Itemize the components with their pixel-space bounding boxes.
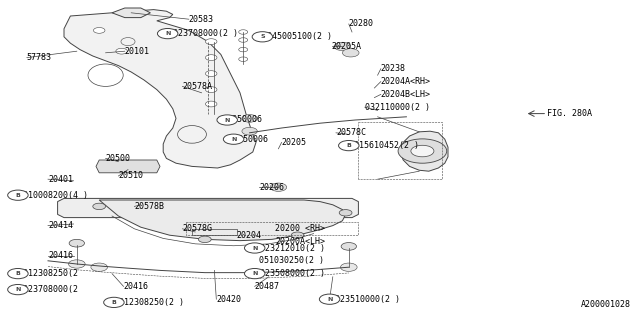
Circle shape: [339, 140, 359, 151]
Text: N350006: N350006: [227, 116, 262, 124]
Circle shape: [244, 268, 265, 279]
Text: 032110000(2 ): 032110000(2 ): [365, 103, 430, 112]
Circle shape: [319, 294, 340, 304]
Circle shape: [242, 115, 257, 122]
Circle shape: [116, 48, 127, 54]
Polygon shape: [58, 198, 358, 218]
Text: 20200 <RH>: 20200 <RH>: [275, 224, 325, 233]
Circle shape: [8, 268, 28, 279]
Text: 20204A<RH>: 20204A<RH>: [381, 77, 431, 86]
Text: 20578A: 20578A: [182, 82, 212, 91]
Circle shape: [93, 28, 105, 33]
Text: 20416: 20416: [48, 252, 73, 260]
Circle shape: [69, 239, 84, 247]
Text: A200001028: A200001028: [580, 300, 630, 309]
Circle shape: [93, 203, 106, 210]
Text: 20578C: 20578C: [336, 128, 366, 137]
Circle shape: [91, 263, 108, 271]
Circle shape: [342, 49, 359, 57]
Text: 20420: 20420: [216, 295, 241, 304]
Text: 20101: 20101: [125, 47, 150, 56]
Text: B012308250(2 ): B012308250(2 ): [114, 298, 184, 307]
Circle shape: [205, 39, 217, 44]
Circle shape: [398, 139, 447, 163]
Text: 20204: 20204: [237, 231, 262, 240]
Circle shape: [239, 38, 248, 42]
Text: 20205A: 20205A: [332, 42, 362, 51]
Circle shape: [252, 32, 273, 42]
Text: 20578B: 20578B: [134, 202, 164, 211]
Circle shape: [198, 236, 211, 243]
Text: B: B: [346, 143, 351, 148]
Circle shape: [104, 297, 124, 308]
Text: N: N: [327, 297, 332, 302]
Circle shape: [205, 71, 217, 76]
Polygon shape: [400, 131, 448, 171]
Circle shape: [8, 284, 28, 295]
Circle shape: [270, 183, 287, 191]
Text: 20510: 20510: [118, 172, 143, 180]
Circle shape: [411, 145, 434, 157]
Text: 20487: 20487: [255, 282, 280, 291]
Circle shape: [239, 47, 248, 52]
Circle shape: [217, 115, 237, 125]
Polygon shape: [99, 200, 346, 241]
Circle shape: [244, 243, 265, 253]
Circle shape: [334, 42, 351, 51]
Circle shape: [205, 55, 217, 60]
Text: 20401: 20401: [48, 175, 73, 184]
Text: 20583: 20583: [189, 15, 214, 24]
Text: 20204B<LH>: 20204B<LH>: [381, 90, 431, 99]
Circle shape: [341, 243, 356, 250]
Text: 20414: 20414: [48, 221, 73, 230]
Circle shape: [291, 232, 304, 238]
Text: N: N: [165, 31, 170, 36]
Text: S045005100(2 ): S045005100(2 ): [262, 32, 332, 41]
Text: 051030250(2 ): 051030250(2 ): [259, 256, 324, 265]
Circle shape: [205, 87, 217, 92]
Polygon shape: [112, 8, 150, 18]
Text: N: N: [225, 117, 230, 123]
Text: 20206: 20206: [259, 183, 284, 192]
Text: N: N: [252, 245, 257, 251]
Text: B010008200(4 ): B010008200(4 ): [18, 191, 88, 200]
Text: N023708000(2: N023708000(2: [18, 285, 78, 294]
Text: N350006: N350006: [234, 135, 269, 144]
Circle shape: [157, 28, 178, 39]
Text: N: N: [231, 137, 236, 142]
Text: B: B: [111, 300, 116, 305]
Polygon shape: [64, 10, 256, 168]
Circle shape: [239, 57, 248, 61]
Circle shape: [339, 210, 352, 216]
Text: 20416: 20416: [124, 282, 148, 291]
Text: B012308250(2: B012308250(2: [18, 269, 78, 278]
Text: N023212010(2 ): N023212010(2 ): [255, 244, 324, 252]
Circle shape: [68, 260, 85, 268]
Circle shape: [242, 127, 257, 135]
Text: 20205: 20205: [282, 138, 307, 147]
Text: N: N: [252, 271, 257, 276]
Text: 57783: 57783: [27, 53, 52, 62]
Text: N023508000(2 ): N023508000(2 ): [255, 269, 324, 278]
Text: 20500: 20500: [106, 154, 131, 163]
Text: B015610452(2 ): B015610452(2 ): [349, 141, 419, 150]
Polygon shape: [96, 160, 160, 173]
Text: 20200A<LH>: 20200A<LH>: [275, 237, 325, 246]
Circle shape: [8, 190, 28, 200]
Text: N023708000(2 ): N023708000(2 ): [168, 29, 237, 38]
Text: 20238: 20238: [381, 64, 406, 73]
Text: 20280: 20280: [349, 20, 374, 28]
Circle shape: [205, 101, 217, 107]
Text: N023510000(2 ): N023510000(2 ): [330, 295, 399, 304]
Circle shape: [340, 263, 357, 271]
Text: B: B: [15, 193, 20, 198]
Text: S: S: [260, 34, 265, 39]
Circle shape: [239, 30, 248, 34]
Text: FIG. 280A: FIG. 280A: [547, 109, 592, 118]
Text: N: N: [15, 287, 20, 292]
Circle shape: [223, 134, 244, 144]
Text: B: B: [15, 271, 20, 276]
Text: 20578G: 20578G: [182, 224, 212, 233]
